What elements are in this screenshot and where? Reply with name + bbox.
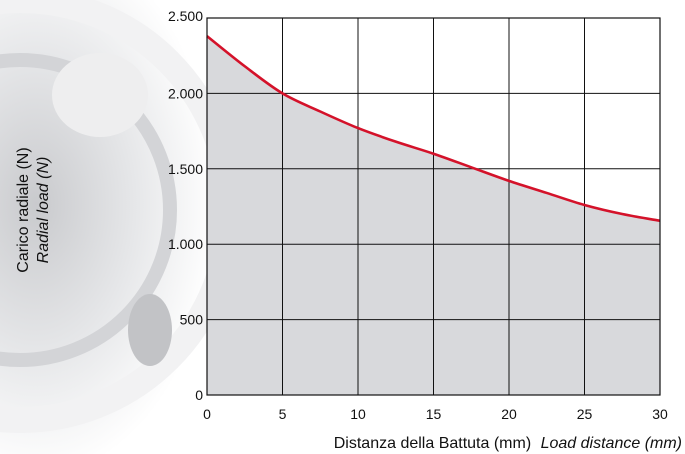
x-tick-label: 10: [350, 406, 366, 422]
y-axis-label-primary: Carico radiale (N): [15, 147, 32, 272]
plot-frame: [206, 17, 661, 396]
series-line: [206, 35, 661, 223]
x-tick-label: 30: [652, 406, 668, 422]
y-tick-label: 2.500: [168, 8, 203, 24]
y-tick-labels: 0 500 1.000 1.500 2.000 2.500: [168, 8, 203, 403]
y-tick-label: 1.500: [168, 161, 203, 177]
y-axis-label-secondary: Radial load (N): [35, 157, 52, 264]
grid: [207, 18, 660, 395]
x-tick-labels: 0 5 10 15 20 25 30: [203, 406, 668, 422]
x-axis-label-primary: Distanza della Battuta (mm): [334, 435, 531, 452]
y-tick-label: 2.000: [168, 85, 203, 101]
y-tick-label: 0: [195, 387, 203, 403]
x-tick-label: 25: [577, 406, 593, 422]
x-axis-label: Distanza della Battuta (mm) Load distanc…: [334, 435, 682, 452]
x-tick-label: 5: [279, 406, 287, 422]
x-axis-label-secondary: Load distance (mm): [541, 435, 682, 452]
y-axis-label: Carico radiale (N) Radial load (N): [15, 147, 52, 272]
y-tick-label: 500: [180, 312, 204, 328]
x-tick-label: 15: [426, 406, 442, 422]
x-tick-label: 20: [501, 406, 517, 422]
x-tick-label: 0: [203, 406, 211, 422]
y-tick-label: 1.000: [168, 236, 203, 252]
